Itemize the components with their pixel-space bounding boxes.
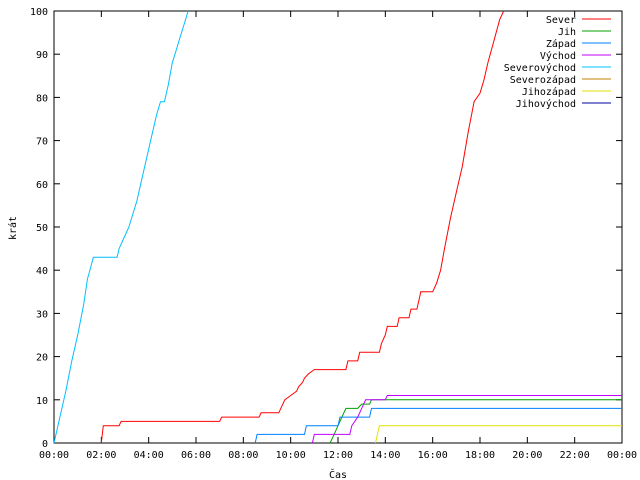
legend-label: Jihovýchod	[516, 98, 576, 110]
x-tick-label: 04:00	[134, 450, 164, 461]
y-tick-label: 50	[36, 223, 48, 234]
series-line-jih	[329, 399, 622, 444]
legend-label: Jih	[558, 27, 576, 38]
y-tick-label: 100	[30, 7, 48, 18]
x-tick-label: 20:00	[512, 450, 542, 461]
legend-label: Jihozápad	[522, 86, 576, 98]
y-tick-label: 90	[36, 50, 48, 61]
series-lines	[53, 10, 622, 444]
series-line-východ	[311, 395, 622, 444]
x-tick-label: 18:00	[465, 450, 495, 461]
series-line-severovýchod	[53, 10, 189, 444]
x-tick-label: 00:00	[607, 450, 637, 461]
series-line-sever	[100, 10, 505, 444]
y-tick-label: 20	[36, 353, 48, 364]
legend-label: Západ	[546, 38, 576, 50]
x-tick-label: 06:00	[181, 450, 211, 461]
legend: SeverJihZápadVýchodSeverovýchodSeverozáp…	[504, 15, 611, 110]
x-tick-label: 14:00	[370, 450, 400, 461]
legend-label: Východ	[540, 50, 576, 62]
y-tick-label: 80	[36, 93, 48, 104]
y-tick-label: 70	[36, 137, 48, 148]
series-line-jihozápad	[375, 425, 622, 444]
axis-ticks: 0 10 20 30 40 50 60 70 80 90 100 00:00 02:00 04:00 06:…	[30, 7, 637, 461]
x-tick-label: 10:00	[276, 450, 306, 461]
x-tick-label: 02:00	[86, 450, 116, 461]
y-tick-label: 10	[36, 396, 48, 407]
x-tick-label: 08:00	[228, 450, 258, 461]
y-tick-label: 60	[36, 180, 48, 191]
x-tick-label: 22:00	[560, 450, 590, 461]
legend-label: Severozápad	[510, 74, 576, 86]
x-axis-label: Čas	[329, 468, 347, 480]
y-tick-label: 40	[36, 266, 48, 277]
y-tick-label: 0	[42, 439, 48, 450]
y-axis-label: krát	[7, 216, 19, 240]
x-tick-label: 00:00	[39, 450, 69, 461]
x-tick-label: 16:00	[418, 450, 448, 461]
legend-label: Sever	[546, 15, 576, 26]
legend-label: Severovýchod	[504, 62, 576, 74]
series-line-západ	[254, 407, 622, 444]
y-tick-label: 30	[36, 309, 48, 320]
x-tick-label: 12:00	[323, 450, 353, 461]
